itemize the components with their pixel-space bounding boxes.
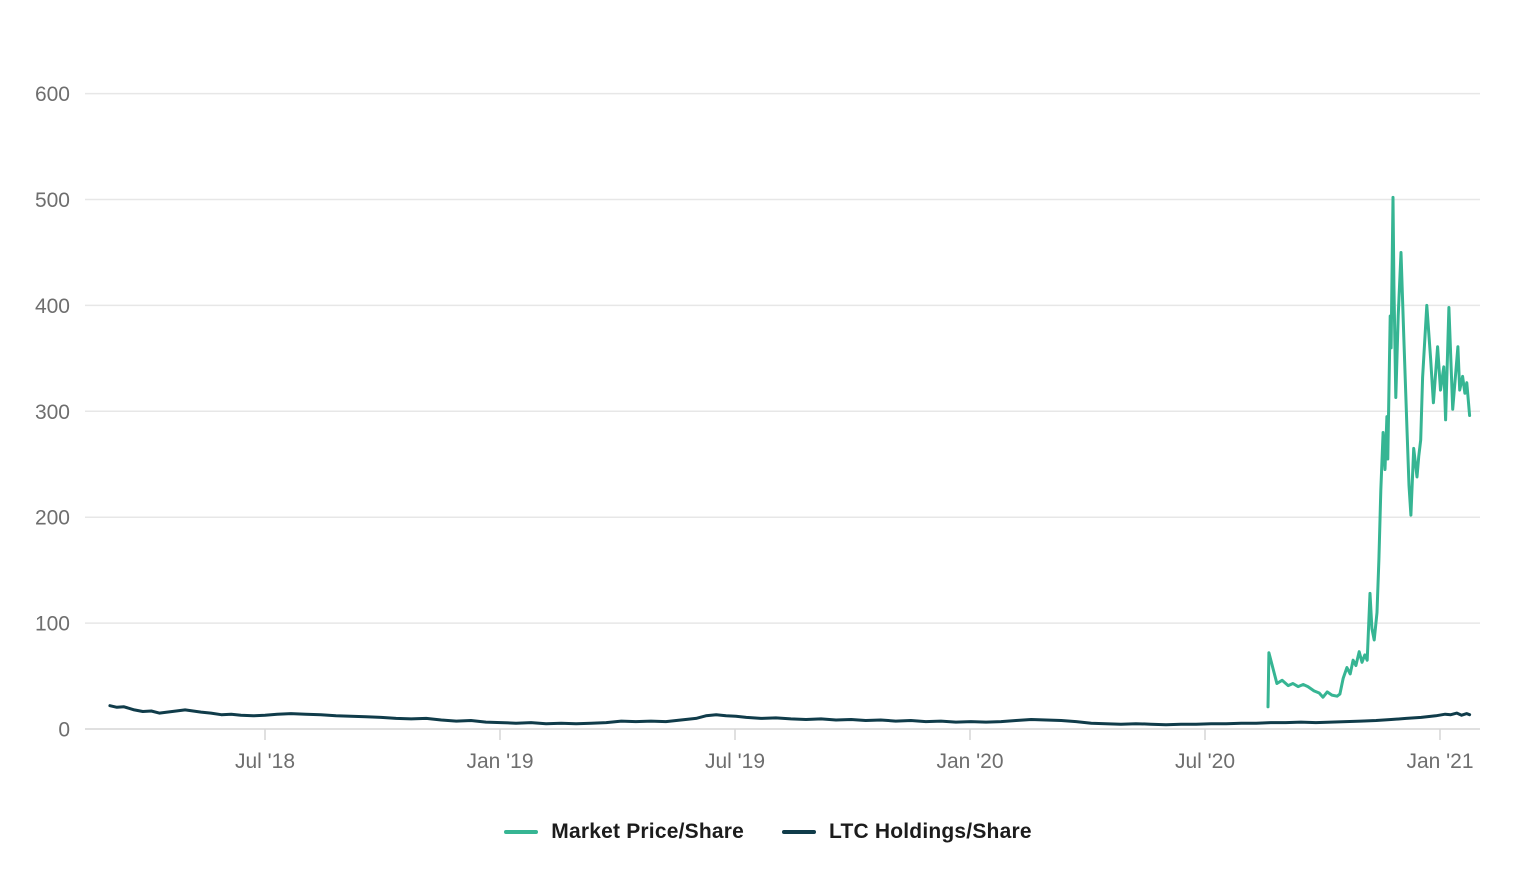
chart-legend: Market Price/Share LTC Holdings/Share xyxy=(0,820,1536,844)
market-price-legend-label: Market Price/Share xyxy=(551,820,744,843)
y-axis-label-300: 300 xyxy=(35,401,70,424)
y-axis-label-0: 0 xyxy=(58,719,70,742)
legend-item-market-price[interactable]: Market Price/Share xyxy=(504,820,744,844)
legend-item-ltc-holdings[interactable]: LTC Holdings/Share xyxy=(781,820,1032,844)
series-lines xyxy=(108,195,1472,727)
x-axis-label-2: Jul '19 xyxy=(705,750,765,773)
gridlines xyxy=(85,92,1480,730)
y-axis-label-400: 400 xyxy=(35,295,70,318)
y-axis-label-600: 600 xyxy=(35,83,70,106)
x-axis-labels: Jul '18 Jan '19 Jul '19 Jan '20 Jul '20 Jan '… xyxy=(235,750,1474,773)
x-axis-label-1: Jan '19 xyxy=(466,750,533,773)
x-axis-label-5: Jan '21 xyxy=(1406,750,1473,773)
ltc-holdings-legend-marker xyxy=(781,830,816,834)
y-axis-label-100: 100 xyxy=(35,613,70,636)
x-axis-label-0: Jul '18 xyxy=(235,750,295,773)
market-price-legend-marker xyxy=(504,830,539,834)
market-price-share-line[interactable] xyxy=(1266,195,1472,709)
x-axis-label-3: Jan '20 xyxy=(936,750,1003,773)
x-axis-ticks xyxy=(264,729,1441,740)
y-axis-label-200: 200 xyxy=(35,507,70,530)
x-axis-label-4: Jul '20 xyxy=(1175,750,1235,773)
y-axis-label-500: 500 xyxy=(35,189,70,212)
y-axis-labels: 0 100 200 300 400 500 600 xyxy=(35,83,70,741)
ltc-holdings-share-line[interactable] xyxy=(108,704,1472,727)
ltc-holdings-legend-label: LTC Holdings/Share xyxy=(828,820,1032,843)
